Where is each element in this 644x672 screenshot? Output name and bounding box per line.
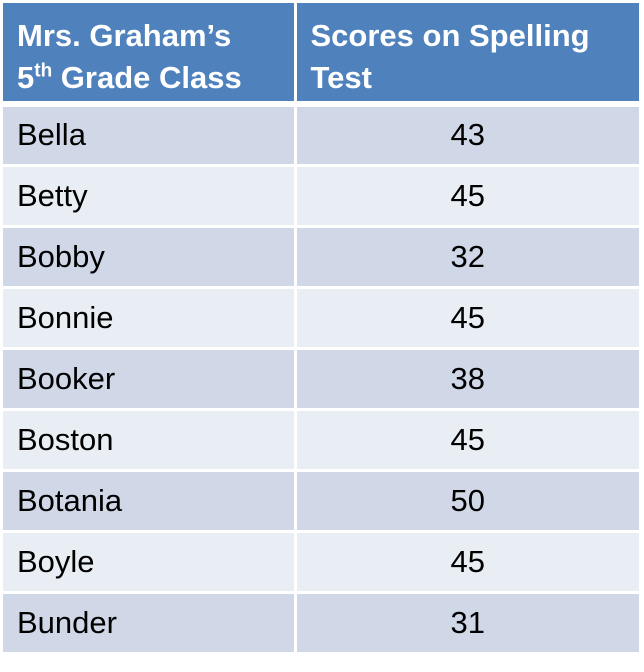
scores-table-container: Mrs. Graham’s 5th Grade Class Scores on S… <box>3 3 639 655</box>
student-name: Bonnie <box>3 285 297 350</box>
scores-table: Mrs. Graham’s 5th Grade Class Scores on S… <box>3 3 639 655</box>
table-row: Boyle 45 <box>3 529 639 594</box>
student-name: Booker <box>3 346 297 411</box>
student-name: Bobby <box>3 224 297 289</box>
grade-suffix: th <box>34 60 53 82</box>
table-row: Bella 43 <box>3 102 639 167</box>
student-name: Betty <box>3 163 297 228</box>
student-name: Bunder <box>3 590 297 655</box>
table-row: Botania 50 <box>3 468 639 533</box>
student-score: 31 <box>293 590 639 655</box>
student-name: Botania <box>3 468 297 533</box>
scores-column-header: Scores on Spelling Test <box>293 3 639 107</box>
table-row: Boston 45 <box>3 407 639 472</box>
student-score: 43 <box>293 102 639 167</box>
student-score: 45 <box>293 529 639 594</box>
table-row: Bunder 31 <box>3 590 639 655</box>
student-score: 45 <box>293 407 639 472</box>
student-score: 38 <box>293 346 639 411</box>
table-row: Betty 45 <box>3 163 639 228</box>
student-score: 45 <box>293 163 639 228</box>
student-score: 45 <box>293 285 639 350</box>
table-row: Bobby 32 <box>3 224 639 289</box>
grade-number: 5 <box>17 60 35 95</box>
table-row: Bonnie 45 <box>3 285 639 350</box>
student-name: Boston <box>3 407 297 472</box>
table-row: Booker 38 <box>3 346 639 411</box>
grade-rest: Grade Class <box>52 60 242 95</box>
teacher-name: Mrs. Graham’s <box>17 18 232 53</box>
student-score: 32 <box>293 224 639 289</box>
student-score: 50 <box>293 468 639 533</box>
header-row: Mrs. Graham’s 5th Grade Class Scores on S… <box>3 3 639 107</box>
class-column-header: Mrs. Graham’s 5th Grade Class <box>3 3 297 107</box>
student-name: Boyle <box>3 529 297 594</box>
student-name: Bella <box>3 102 297 167</box>
